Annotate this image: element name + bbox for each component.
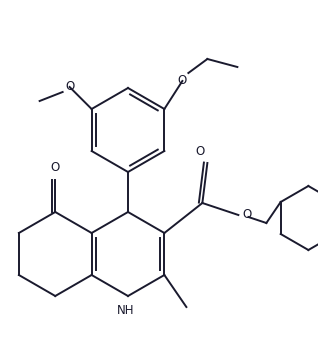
Text: O: O	[242, 209, 252, 222]
Text: O: O	[196, 145, 205, 158]
Text: O: O	[51, 161, 60, 174]
Text: O: O	[178, 75, 187, 88]
Text: O: O	[65, 80, 74, 93]
Text: NH: NH	[117, 304, 135, 317]
